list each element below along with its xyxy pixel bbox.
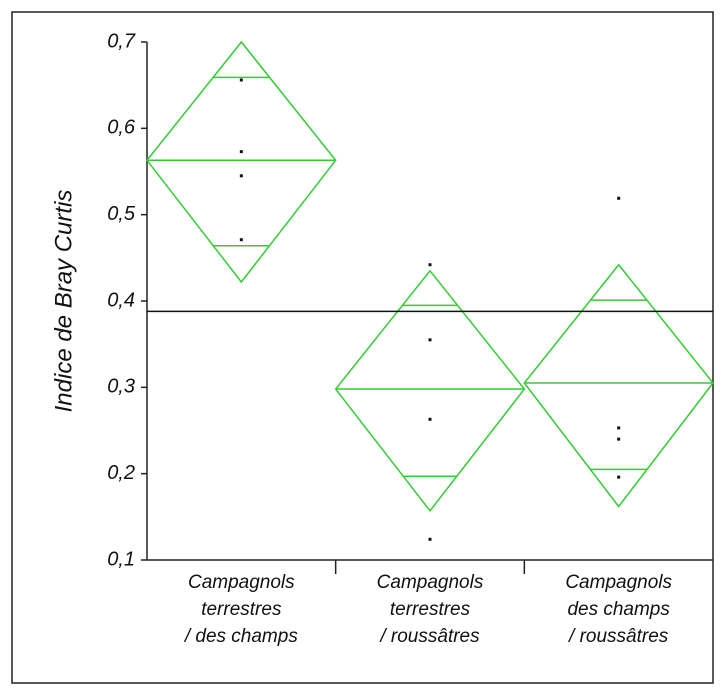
- data-point: [239, 78, 243, 82]
- x-tick-label: terrestres: [390, 599, 471, 620]
- data-point: [617, 475, 621, 479]
- data-point: [239, 174, 243, 178]
- y-tick-label: 0,6: [107, 117, 136, 139]
- means-diamond: [523, 263, 714, 508]
- data-point: [428, 263, 432, 267]
- y-tick-label: 0,3: [107, 376, 135, 398]
- x-tick-label: / roussâtres: [378, 626, 480, 647]
- data-point: [617, 196, 621, 200]
- x-tick-label: Campagnols: [377, 572, 484, 593]
- data-point: [617, 437, 621, 441]
- x-tick-label: / des champs: [183, 626, 298, 647]
- data-point: [428, 417, 432, 421]
- means-diamond: [334, 269, 526, 513]
- x-tick-label: terrestres: [201, 599, 282, 620]
- y-tick-label: 0,7: [107, 30, 136, 52]
- data-point: [617, 426, 621, 430]
- y-tick-label: 0,4: [107, 289, 135, 311]
- frame: [11, 11, 714, 684]
- data-point: [428, 537, 432, 541]
- data-point: [239, 150, 243, 154]
- x-tick-label: Campagnols: [565, 572, 672, 593]
- x-tick-label: / roussâtres: [567, 626, 669, 647]
- x-tick-label: Campagnols: [188, 572, 295, 593]
- y-tick-label: 0,2: [107, 462, 135, 484]
- data-point: [239, 238, 243, 242]
- y-tick-label: 0,5: [107, 203, 136, 225]
- x-tick-label: des champs: [567, 599, 670, 620]
- y-axis-label: Indice de Bray Curtis: [50, 190, 77, 413]
- data-point: [428, 338, 432, 342]
- y-tick-label: 0,1: [107, 548, 135, 570]
